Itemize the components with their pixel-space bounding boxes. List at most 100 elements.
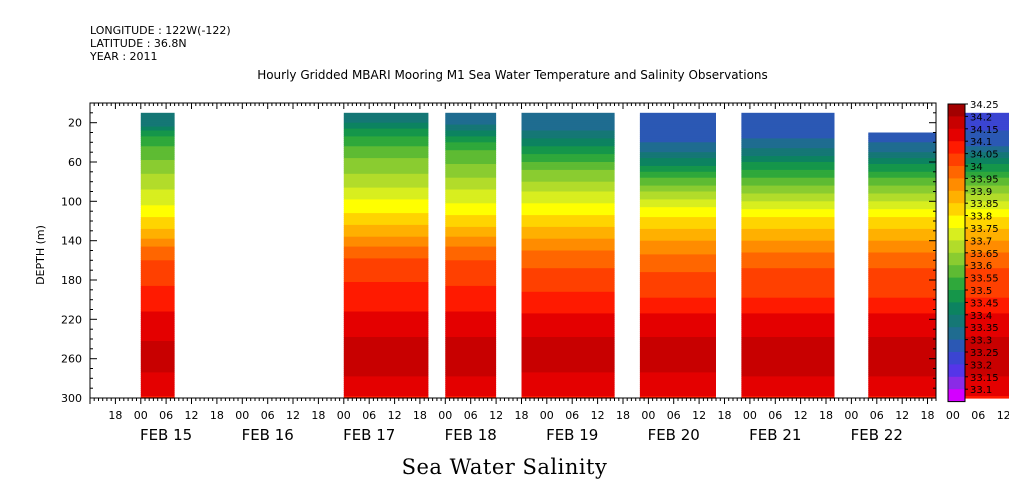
salinity-band bbox=[961, 335, 1009, 338]
salinity-band bbox=[140, 164, 175, 167]
salinity-band bbox=[741, 264, 835, 267]
data-segment bbox=[868, 132, 936, 399]
salinity-band bbox=[868, 386, 936, 389]
salinity-band bbox=[868, 276, 936, 279]
salinity-band bbox=[521, 396, 615, 399]
salinity-band bbox=[868, 285, 936, 289]
x-tick-label: 18 bbox=[616, 409, 630, 422]
salinity-band bbox=[140, 197, 175, 200]
salinity-band bbox=[639, 268, 716, 271]
salinity-band bbox=[521, 305, 615, 309]
salinity-band bbox=[521, 244, 615, 248]
salinity-band bbox=[521, 217, 615, 220]
salinity-band bbox=[140, 156, 175, 159]
salinity-band bbox=[961, 252, 1009, 256]
salinity-band bbox=[521, 319, 615, 322]
salinity-band bbox=[868, 138, 936, 141]
salinity-band bbox=[140, 368, 175, 372]
salinity-band bbox=[445, 224, 497, 228]
salinity-band bbox=[639, 164, 716, 167]
salinity-band bbox=[961, 228, 1009, 232]
salinity-band bbox=[445, 370, 497, 374]
salinity-band bbox=[140, 160, 175, 163]
salinity-band bbox=[343, 234, 429, 238]
salinity-band bbox=[343, 167, 429, 171]
salinity-band bbox=[140, 283, 175, 287]
salinity-band bbox=[741, 256, 835, 259]
salinity-band bbox=[140, 217, 175, 220]
salinity-band bbox=[140, 396, 175, 399]
x-tick-label: 12 bbox=[286, 409, 300, 422]
salinity-band bbox=[140, 295, 175, 299]
salinity-band bbox=[521, 366, 615, 370]
colorbar-swatch bbox=[948, 153, 965, 167]
salinity-band bbox=[521, 197, 615, 200]
salinity-band bbox=[343, 201, 429, 204]
salinity-band bbox=[741, 164, 835, 167]
salinity-band bbox=[343, 339, 429, 342]
colorbar-swatch bbox=[948, 141, 965, 154]
salinity-band bbox=[343, 252, 429, 256]
salinity-band bbox=[521, 360, 615, 364]
salinity-band bbox=[741, 254, 835, 257]
salinity-band bbox=[521, 325, 615, 328]
salinity-band bbox=[445, 301, 497, 305]
salinity-band bbox=[961, 356, 1009, 360]
salinity-band bbox=[961, 160, 1009, 163]
salinity-band bbox=[961, 331, 1009, 334]
salinity-band bbox=[741, 305, 835, 309]
salinity-band bbox=[343, 358, 429, 362]
salinity-band bbox=[639, 388, 716, 391]
salinity-band bbox=[445, 191, 497, 195]
salinity-band bbox=[961, 142, 1009, 145]
salinity-band bbox=[140, 185, 175, 189]
salinity-band bbox=[445, 132, 497, 136]
salinity-band bbox=[961, 376, 1009, 379]
salinity-band bbox=[140, 307, 175, 311]
salinity-band bbox=[140, 238, 175, 242]
salinity-band bbox=[445, 358, 497, 362]
salinity-band bbox=[741, 392, 835, 395]
salinity-band bbox=[639, 339, 716, 342]
salinity-band bbox=[140, 339, 175, 342]
salinity-band bbox=[521, 246, 615, 250]
salinity-band bbox=[343, 173, 429, 177]
salinity-band bbox=[521, 187, 615, 191]
salinity-band bbox=[639, 305, 716, 309]
x-tick-label: 00 bbox=[235, 409, 249, 422]
salinity-band bbox=[521, 329, 615, 332]
salinity-band bbox=[521, 183, 615, 187]
salinity-band bbox=[868, 232, 936, 236]
salinity-band bbox=[639, 140, 716, 143]
salinity-band bbox=[343, 177, 429, 181]
salinity-band bbox=[343, 390, 429, 393]
salinity-band bbox=[961, 148, 1009, 151]
salinity-band bbox=[445, 270, 497, 273]
salinity-band bbox=[445, 193, 497, 197]
salinity-band bbox=[741, 193, 835, 197]
salinity-band bbox=[741, 289, 835, 293]
colorbar-swatch bbox=[948, 215, 965, 229]
salinity-band bbox=[521, 213, 615, 216]
salinity-band bbox=[741, 327, 835, 330]
salinity-band bbox=[343, 228, 429, 232]
salinity-band bbox=[741, 390, 835, 393]
salinity-band bbox=[445, 183, 497, 187]
salinity-band bbox=[961, 293, 1009, 297]
salinity-band bbox=[140, 337, 175, 340]
salinity-band bbox=[868, 215, 936, 218]
salinity-band bbox=[521, 201, 615, 204]
salinity-band bbox=[741, 154, 835, 157]
salinity-band bbox=[445, 293, 497, 297]
salinity-band bbox=[639, 372, 716, 375]
salinity-band bbox=[521, 189, 615, 193]
salinity-band bbox=[445, 266, 497, 269]
salinity-band bbox=[868, 179, 936, 183]
salinity-band bbox=[140, 246, 175, 250]
colorbar-swatch bbox=[948, 290, 965, 303]
salinity-band bbox=[521, 232, 615, 236]
salinity-band bbox=[741, 378, 835, 381]
salinity-band bbox=[961, 319, 1009, 322]
salinity-band bbox=[639, 283, 716, 287]
